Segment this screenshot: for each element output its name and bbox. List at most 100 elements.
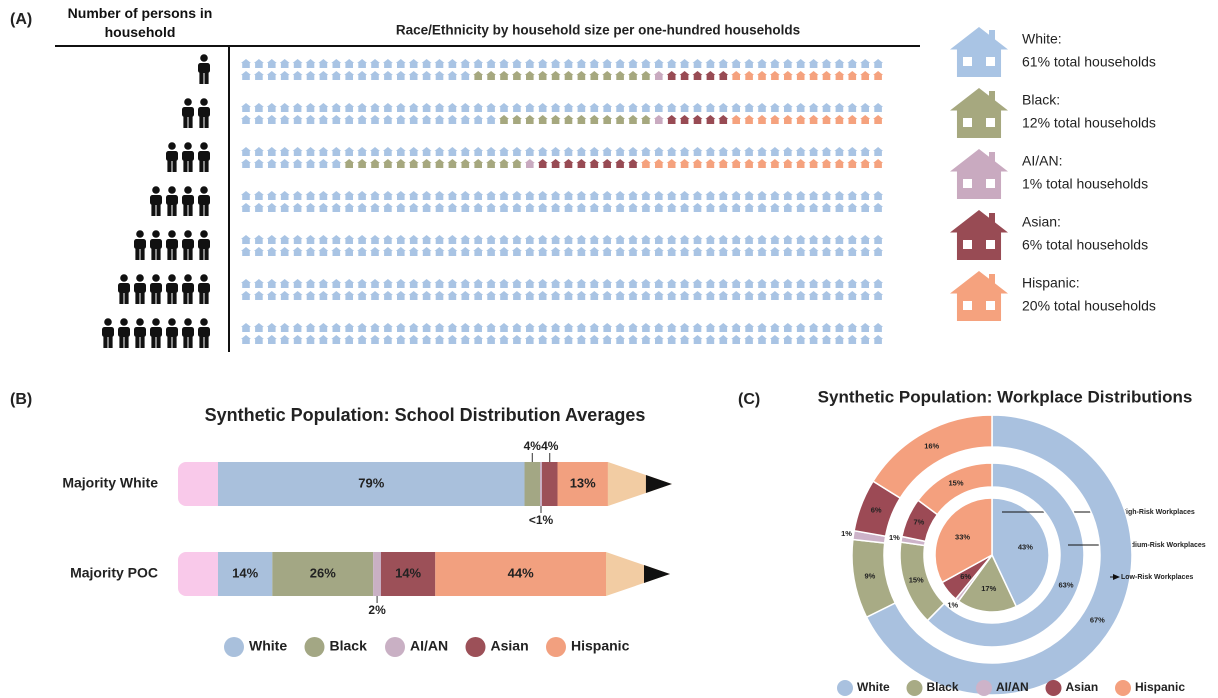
house-icon	[499, 71, 509, 80]
legend-house	[950, 271, 1008, 321]
house-icon	[653, 335, 664, 344]
house-icon	[241, 335, 251, 344]
house-icon	[679, 247, 690, 256]
house-icon	[808, 235, 819, 244]
house-icon	[653, 279, 664, 288]
house-icon	[705, 335, 716, 344]
house-icon	[834, 291, 845, 300]
house-icon	[499, 279, 509, 288]
house-icon	[279, 159, 290, 168]
house-icon	[279, 291, 290, 300]
house-icon	[499, 323, 509, 332]
house-icon	[834, 59, 845, 68]
person-body	[198, 239, 210, 249]
person-body	[198, 283, 210, 293]
house-icon	[860, 191, 871, 200]
house-icon	[563, 203, 574, 212]
bar-segment	[557, 462, 608, 506]
person-body	[182, 327, 194, 337]
house-icon	[511, 247, 522, 256]
bar-segment	[373, 552, 381, 596]
waffle-segment	[537, 159, 638, 168]
house-icon	[666, 147, 677, 156]
house-icon	[434, 323, 445, 332]
house-icon	[860, 71, 871, 80]
house-icon	[705, 71, 716, 80]
house-icon	[370, 235, 380, 244]
value-label: 6%	[871, 506, 882, 515]
legend-swatch	[304, 637, 325, 657]
legend-label: Black:	[1022, 92, 1060, 108]
house-icon	[279, 147, 290, 156]
house-icon	[653, 159, 664, 168]
house-icon	[537, 71, 548, 80]
house-icon	[447, 203, 458, 212]
legend-window	[986, 301, 995, 310]
person-body	[166, 151, 178, 161]
house-icon	[382, 71, 393, 80]
house-icon	[615, 71, 626, 80]
house-icon	[524, 235, 535, 244]
house-icon	[292, 279, 303, 288]
house-icon	[537, 235, 548, 244]
house-icon	[808, 59, 819, 68]
house-icon	[486, 335, 497, 344]
person-leg	[188, 159, 193, 172]
person-leg	[188, 115, 193, 128]
person-leg	[172, 203, 177, 216]
house-icon	[421, 115, 432, 124]
house-icon	[305, 159, 316, 168]
house-icon	[640, 191, 651, 200]
house-icon	[279, 59, 290, 68]
house-icon	[382, 323, 393, 332]
house-icon	[795, 71, 806, 80]
person-body	[198, 195, 210, 205]
house-icon	[731, 147, 742, 156]
house-icon	[344, 203, 355, 212]
house-icon	[589, 191, 600, 200]
house-icon	[486, 147, 497, 156]
household-size-icons	[118, 274, 210, 304]
house-icon	[640, 279, 651, 288]
house-icon	[628, 159, 638, 168]
house-icon	[537, 159, 548, 168]
person-leg	[151, 247, 156, 260]
house-icon	[666, 191, 677, 200]
house-icon	[473, 291, 484, 300]
house-icon	[782, 291, 793, 300]
bar-segment	[218, 552, 273, 596]
house-icon	[473, 203, 484, 212]
house-icon	[602, 291, 613, 300]
house-icon	[434, 203, 445, 212]
house-icon	[834, 159, 845, 168]
house-icon	[782, 103, 793, 112]
house-icon	[524, 191, 535, 200]
house-icon	[279, 247, 290, 256]
house-icon	[305, 279, 316, 288]
house-icon	[511, 323, 522, 332]
house-icon	[873, 247, 884, 256]
house-icon	[331, 191, 342, 200]
house-icon	[511, 71, 522, 80]
house-icon	[524, 115, 535, 124]
waffle-segment	[666, 115, 729, 124]
house-icon	[718, 159, 729, 168]
house-icon	[628, 147, 638, 156]
house-icon	[421, 59, 432, 68]
person-head	[200, 54, 208, 62]
house-icon	[253, 115, 264, 124]
house-icon	[679, 191, 690, 200]
legend-label: Hispanic	[571, 638, 630, 654]
house-icon	[589, 247, 600, 256]
house-icon	[653, 147, 664, 156]
house-icon	[873, 115, 884, 124]
person-leg	[151, 335, 156, 348]
house-icon	[795, 147, 806, 156]
house-icon	[344, 103, 355, 112]
person-leg	[172, 291, 177, 304]
house-icon	[653, 203, 664, 212]
person-leg	[199, 159, 204, 172]
ring-label: High-Risk Workplaces	[1121, 509, 1195, 516]
house-icon	[834, 323, 845, 332]
house-icon	[821, 147, 832, 156]
